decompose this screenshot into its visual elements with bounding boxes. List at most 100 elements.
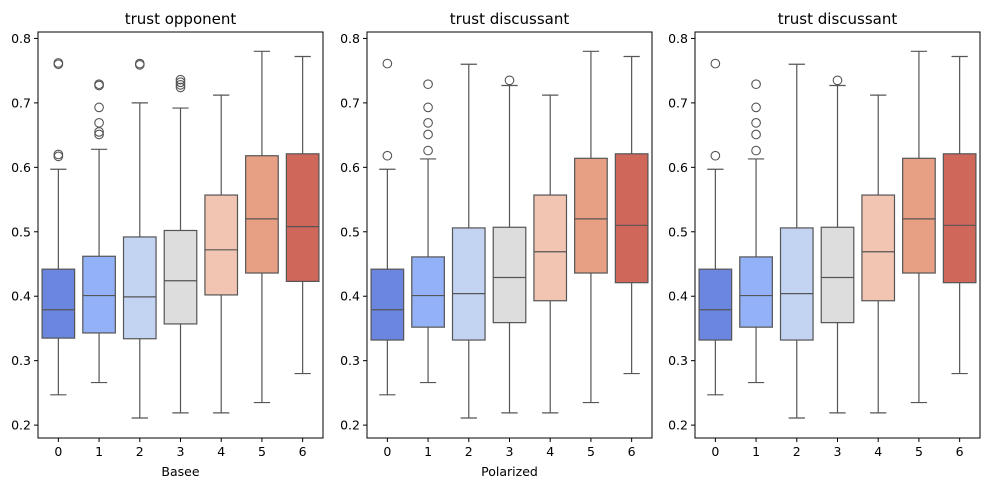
x-tick-label: 6 [956, 444, 964, 459]
outlier-point [94, 102, 104, 113]
outlier-point [751, 102, 761, 113]
y-tick-label: 0.4 [668, 289, 688, 304]
box [41, 268, 76, 339]
box [163, 229, 198, 325]
box-group [492, 75, 527, 414]
x-tick-label: 4 [874, 444, 882, 459]
box-group [820, 75, 855, 414]
x-axis-label: Basee [161, 464, 199, 479]
outlier-point [175, 74, 186, 85]
box-group [614, 55, 649, 375]
x-tick-label: 0 [54, 444, 62, 459]
y-tick-label: 0.5 [668, 224, 688, 239]
y-tick-label: 0.5 [340, 224, 360, 239]
outlier-point [175, 79, 186, 90]
y-tick-label: 0.4 [11, 289, 31, 304]
outlier-point [423, 102, 433, 113]
box-group [82, 79, 116, 384]
box [204, 194, 239, 296]
box [411, 256, 445, 328]
x-tick-label: 6 [299, 444, 307, 459]
y-tick-label: 0.3 [11, 353, 31, 368]
box [942, 153, 977, 284]
x-tick-label: 4 [217, 444, 225, 459]
subplot-2: 0.2 0.3 0.4 0.5 0.6 0.7 0.8 0 1 2 3 4 5 6 trust discus… [340, 10, 653, 479]
outlier-point [751, 145, 761, 156]
box-group [451, 63, 486, 419]
subplot-1: 0.2 0.3 0.4 0.5 0.6 0.7 0.8 0 1 2 3 4 5 6 trust oppone… [11, 10, 324, 479]
x-tick-label: 5 [587, 444, 595, 459]
x-tick-label: 3 [506, 444, 514, 459]
outlier-point [751, 118, 761, 128]
x-tick-label: 1 [95, 444, 103, 459]
y-tick-label: 0.7 [11, 95, 31, 110]
y-tick-label: 0.8 [668, 31, 688, 46]
outlier-point [710, 58, 721, 69]
outlier-point [134, 58, 145, 69]
x-tick-label: 0 [383, 444, 391, 459]
chart-title: trust discussant [778, 10, 898, 28]
x-tick-label: 1 [752, 444, 760, 459]
outlier-point [94, 79, 104, 90]
x-tick-label: 2 [136, 444, 144, 459]
outlier-point [94, 118, 104, 128]
box-group [245, 50, 279, 404]
box [698, 268, 733, 341]
box [370, 268, 405, 341]
outlier-point [832, 75, 843, 86]
box [614, 153, 649, 284]
box-group [41, 58, 76, 396]
box [574, 157, 608, 274]
x-tick-label: 3 [834, 444, 842, 459]
box [820, 226, 855, 324]
subplot-3: 0.2 0.3 0.4 0.5 0.6 0.7 0.8 0 1 2 3 4 5 6 trust discus… [668, 10, 981, 459]
x-tick-label: 3 [177, 444, 185, 459]
outlier-point [53, 149, 64, 160]
y-tick-label: 0.8 [11, 31, 31, 46]
outlier-point [423, 79, 433, 90]
y-tick-label: 0.7 [340, 95, 360, 110]
outlier-point [175, 77, 186, 88]
outlier-point [751, 129, 761, 140]
outlier-point [94, 129, 104, 140]
x-axis-label: Polarized [481, 464, 538, 479]
box-group [902, 50, 936, 404]
outlier-point [751, 79, 761, 90]
y-tick-label: 0.7 [668, 95, 688, 110]
x-tick-label: 5 [258, 444, 266, 459]
box [533, 194, 568, 302]
box-group [204, 94, 239, 414]
outlier-point [53, 58, 64, 68]
y-tick-label: 0.4 [340, 289, 360, 304]
box-group [122, 58, 157, 419]
box-group [163, 74, 198, 414]
outlier-point [382, 150, 393, 161]
outlier-point [175, 82, 186, 93]
y-tick-label: 0.6 [340, 160, 360, 175]
box [492, 226, 527, 324]
box-group [533, 94, 568, 414]
y-tick-label: 0.8 [340, 31, 360, 46]
y-tick-label: 0.2 [340, 418, 360, 433]
outlier-point [53, 151, 64, 162]
y-tick-label: 0.6 [668, 160, 688, 175]
outlier-point [423, 129, 433, 140]
x-tick-label: 5 [915, 444, 923, 459]
box [245, 155, 279, 274]
y-tick-label: 0.2 [668, 418, 688, 433]
y-tick-label: 0.3 [668, 353, 688, 368]
x-tick-label: 0 [711, 444, 719, 459]
box [285, 153, 320, 283]
box-group [942, 55, 977, 375]
box-group [411, 79, 445, 384]
x-tick-label: 2 [465, 444, 473, 459]
box-group [285, 55, 320, 375]
box [739, 256, 773, 328]
x-tick-label: 6 [628, 444, 636, 459]
x-tick-label: 4 [546, 444, 554, 459]
box [902, 157, 936, 274]
outlier-point [423, 118, 433, 128]
x-tick-label: 2 [793, 444, 801, 459]
